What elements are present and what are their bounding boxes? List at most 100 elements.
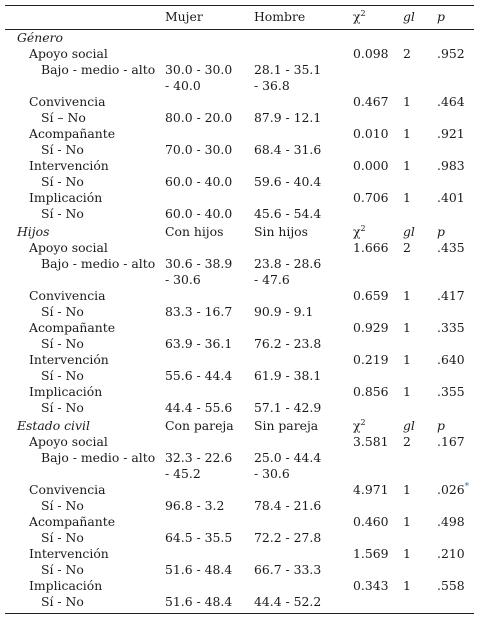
table-row: Acompañante 0.460 1 .498: [5, 514, 474, 530]
group2-value: [254, 158, 353, 174]
chi-value: 0.467: [353, 94, 389, 109]
group1-value: 51.6 - 48.4: [165, 562, 233, 577]
group2-value: 66.7 - 33.3: [254, 562, 322, 577]
p-value-cell: [437, 498, 474, 514]
group2-value: [254, 126, 353, 142]
table-row: Convivencia 4.971 1 .026*: [5, 482, 474, 498]
group1-value: 55.6 - 44.4: [165, 368, 233, 383]
p-value: .417: [437, 288, 465, 303]
chi-value: [353, 466, 403, 482]
p-value: .210: [437, 546, 465, 561]
category-label: Sí - No: [41, 368, 84, 383]
group2-value: 61.9 - 38.1: [254, 368, 322, 383]
chi-value: 0.010: [353, 126, 389, 141]
table-body: Mujer Hombre χ2 gl p Género Apoyo social 0…: [5, 6, 474, 610]
p-value-cell: .026*: [437, 482, 474, 498]
gl-value: [403, 304, 437, 320]
chi-value: 0.460: [353, 514, 389, 529]
variable-label: Convivencia: [29, 94, 106, 109]
significance-marker: *: [464, 481, 470, 492]
p-value-cell: [437, 110, 474, 126]
gl-value: [403, 110, 437, 126]
chi-value: 0.219: [353, 352, 389, 367]
gl-value: [403, 336, 437, 352]
p-value: .921: [437, 126, 465, 141]
table-row: Intervención 1.569 1 .210: [5, 546, 474, 562]
table-row: Acompañante 0.010 1 .921: [5, 126, 474, 142]
group2-value: [254, 46, 353, 62]
group1-value: - 30.6: [165, 272, 201, 287]
p-value-cell: .401: [437, 190, 474, 206]
group1-value: 63.9 - 36.1: [165, 336, 233, 351]
group1-value: 32.3 - 22.6: [165, 450, 233, 465]
empty-cell: [403, 28, 437, 46]
group2-value: [254, 578, 353, 594]
table-row: Sí - No 63.9 - 36.1 76.2 - 23.8: [5, 336, 474, 352]
chi-value: [353, 400, 403, 416]
header-row: Mujer Hombre χ2 gl p: [5, 6, 474, 28]
gl-value: 1: [403, 482, 411, 497]
p-value-cell: .983: [437, 158, 474, 174]
p-value-cell: .355: [437, 384, 474, 400]
group1-value: [165, 514, 254, 530]
chi-value: 0.098: [353, 46, 389, 61]
p-value-cell: [437, 466, 474, 482]
table-row: Convivencia 0.659 1 .417: [5, 288, 474, 304]
category-label: Sí - No: [41, 530, 84, 545]
table-row: Acompañante 0.929 1 .335: [5, 320, 474, 336]
empty-cell: [254, 28, 353, 46]
group2-value: 87.9 - 12.1: [254, 110, 322, 125]
group1-value: [165, 288, 254, 304]
table-row: Apoyo social 3.581 2 .167: [5, 434, 474, 450]
chi-value: [353, 498, 403, 514]
p-value-cell: [437, 272, 474, 288]
variable-label: Implicación: [29, 578, 103, 593]
bottom-rule: [5, 613, 474, 614]
p-value-cell: .952: [437, 46, 474, 62]
results-table: Mujer Hombre χ2 gl p Género Apoyo social 0…: [5, 6, 474, 610]
p-value: .983: [437, 158, 465, 173]
group1-value: [165, 320, 254, 336]
chi-value: 1.569: [353, 546, 389, 561]
group2-value: 72.2 - 27.8: [254, 530, 322, 545]
p-value-cell: .435: [437, 240, 474, 256]
table-row: Implicación 0.706 1 .401: [5, 190, 474, 206]
gl-value: 2: [403, 46, 411, 61]
section-p-label: p: [437, 418, 445, 433]
p-value-cell: [437, 206, 474, 222]
group1-value: [165, 352, 254, 368]
group2-value: 68.4 - 31.6: [254, 142, 322, 157]
group1-value: [165, 578, 254, 594]
group1-value: 30.0 - 30.0: [165, 62, 233, 77]
group2-value: - 36.8: [254, 78, 290, 93]
p-value-cell: [437, 256, 474, 272]
group1-value: 70.0 - 30.0: [165, 142, 233, 157]
p-value: .401: [437, 190, 465, 205]
group2-value: 90.9 - 9.1: [254, 304, 314, 319]
table-row: Intervención 0.000 1 .983: [5, 158, 474, 174]
gl-value: 2: [403, 240, 411, 255]
p-value-cell: .210: [437, 546, 474, 562]
group1-value: 83.3 - 16.7: [165, 304, 233, 319]
p-value-cell: [437, 400, 474, 416]
group2-value: - 30.6: [254, 466, 290, 481]
category-label: Bajo - medio - alto: [41, 256, 156, 271]
group1-value: [165, 434, 254, 450]
group2-value: 76.2 - 23.8: [254, 336, 322, 351]
category-label: Sí - No: [41, 304, 84, 319]
p-value-cell: [437, 142, 474, 158]
p-value-cell: .558: [437, 578, 474, 594]
group2-value: 59.6 - 40.4: [254, 174, 322, 189]
gl-value: 2: [403, 434, 411, 449]
group1-value: 96.8 - 3.2: [165, 498, 225, 513]
variable-label: Acompañante: [29, 320, 116, 335]
gl-value: [403, 272, 437, 288]
group2-value: [254, 434, 353, 450]
section-chi-label: χ2: [353, 222, 403, 240]
group1-value: - 40.0: [165, 78, 201, 93]
group1-value: 51.6 - 48.4: [165, 594, 233, 609]
gl-value: 1: [403, 514, 411, 529]
header-chi: χ2: [353, 6, 403, 28]
chi-superscript: 2: [360, 223, 366, 233]
empty-cell: [353, 28, 403, 46]
